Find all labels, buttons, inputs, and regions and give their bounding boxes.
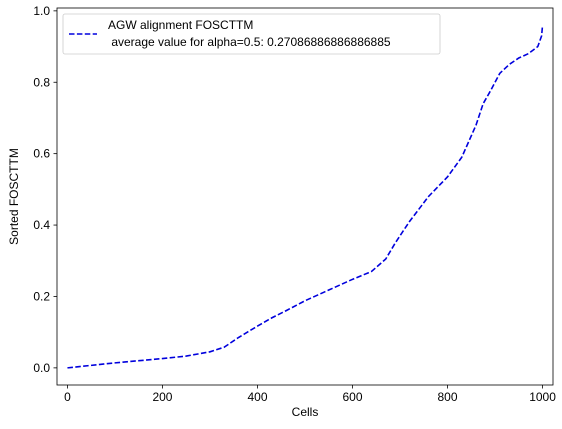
plot-area: [67, 25, 544, 369]
x-tick-label: 600: [342, 390, 362, 404]
legend: AGW alignment FOSCTTM average value for …: [62, 13, 441, 55]
legend-box: [62, 13, 441, 55]
x-tick-label: 800: [438, 390, 458, 404]
y-tick-label: 1.0: [33, 4, 50, 18]
x-tick-label: 200: [152, 390, 172, 404]
axes: 0 200 400 600 800 1000 0.0 0.2 0.4 0.6 0.8 1.0: [33, 4, 556, 404]
y-tick-label: 0.0: [33, 361, 50, 375]
legend-label-line2: average value for alpha=0.5: 0.270868868…: [108, 35, 391, 49]
legend-label-line1: AGW alignment FOSCTTM: [108, 18, 253, 32]
y-tick-label: 0.2: [33, 289, 50, 303]
axes-frame: [56, 7, 554, 386]
y-tick-label: 0.8: [33, 75, 50, 89]
x-tick-label: 0: [64, 390, 71, 404]
x-tick-label: 1000: [529, 390, 556, 404]
x-axis-label: Cells: [292, 405, 319, 419]
y-tick-label: 0.6: [33, 147, 50, 161]
y-tick-label: 0.4: [33, 218, 50, 232]
y-axis-label: Sorted FOSCTTM: [7, 148, 21, 245]
series-line-0: [67, 25, 544, 369]
x-tick-label: 400: [247, 390, 267, 404]
